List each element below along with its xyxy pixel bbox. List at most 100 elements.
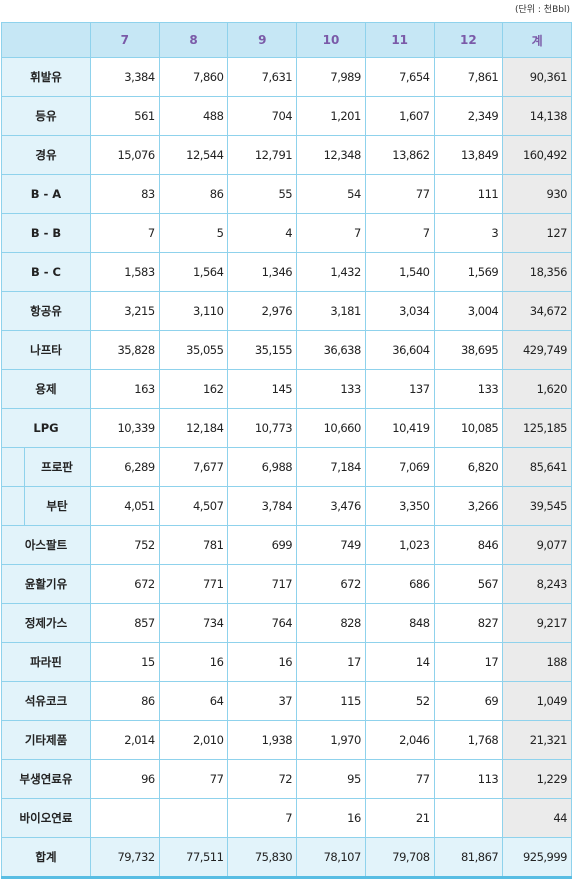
value-cell: 15,076 bbox=[90, 135, 160, 175]
row-label: 합계 bbox=[1, 837, 91, 879]
row-label: 기타제품 bbox=[1, 720, 91, 760]
value-cell: 64 bbox=[158, 681, 229, 721]
value-cell bbox=[158, 798, 229, 838]
row-label: 휘발유 bbox=[1, 57, 91, 97]
table-row: 부생연료유 96 77 72 95 77 113 1,229 bbox=[1, 759, 572, 799]
value-cell: 72 bbox=[227, 759, 298, 799]
value-cell: 7,989 bbox=[296, 57, 366, 97]
value-cell: 79,732 bbox=[90, 837, 160, 879]
value-cell: 704 bbox=[227, 96, 298, 136]
value-cell: 7,184 bbox=[296, 447, 366, 487]
value-cell: 10,773 bbox=[227, 408, 298, 448]
value-cell: 77,511 bbox=[158, 837, 229, 879]
data-table: 7 8 9 10 11 12 계 휘발유 3,384 7,860 7,631 7,989 7,654 7… bbox=[1, 22, 572, 879]
table-row: B - C 1,583 1,564 1,346 1,432 1,540 1,569 18,35… bbox=[1, 252, 572, 292]
value-cell: 1,768 bbox=[433, 720, 504, 760]
value-cell: 1,432 bbox=[296, 252, 366, 292]
total-cell: 127 bbox=[502, 213, 572, 253]
value-cell: 1,564 bbox=[158, 252, 229, 292]
table-row: 경유 15,076 12,544 12,791 12,348 13,862 13,849 16… bbox=[1, 135, 572, 175]
corner-cell bbox=[1, 22, 91, 58]
row-label: 아스팔트 bbox=[1, 525, 91, 565]
value-cell: 828 bbox=[296, 603, 366, 643]
table-row: 정제가스 857 734 764 828 848 827 9,217 bbox=[1, 603, 572, 643]
total-cell: 1,229 bbox=[502, 759, 572, 799]
value-cell: 17 bbox=[296, 642, 366, 682]
table-row: 파라핀 15 16 16 17 14 17 188 bbox=[1, 642, 572, 682]
value-cell: 55 bbox=[227, 174, 298, 214]
value-cell: 1,569 bbox=[433, 252, 504, 292]
value-cell: 3,384 bbox=[90, 57, 160, 97]
table-row: B - A 83 86 55 54 77 111 930 bbox=[1, 174, 572, 214]
value-cell: 3,784 bbox=[227, 486, 298, 526]
table-row: 기타제품 2,014 2,010 1,938 1,970 2,046 1,768 21,321 bbox=[1, 720, 572, 760]
column-header: 10 bbox=[296, 22, 366, 58]
value-cell: 2,014 bbox=[90, 720, 160, 760]
total-cell: 39,545 bbox=[502, 486, 572, 526]
value-cell: 7 bbox=[227, 798, 298, 838]
value-cell: 96 bbox=[90, 759, 160, 799]
value-cell: 133 bbox=[296, 369, 366, 409]
value-cell: 145 bbox=[227, 369, 298, 409]
value-cell: 69 bbox=[433, 681, 504, 721]
value-cell: 12,544 bbox=[158, 135, 229, 175]
value-cell: 4,507 bbox=[158, 486, 229, 526]
value-cell: 734 bbox=[158, 603, 229, 643]
table-row: 항공유 3,215 3,110 2,976 3,181 3,034 3,004 34,672 bbox=[1, 291, 572, 331]
table-row: 프로판 6,289 7,677 6,988 7,184 7,069 6,820 85,641 bbox=[1, 447, 572, 487]
value-cell: 752 bbox=[90, 525, 160, 565]
row-label: 등유 bbox=[1, 96, 91, 136]
value-cell: 16 bbox=[296, 798, 366, 838]
row-label: 프로판 bbox=[1, 447, 91, 487]
value-cell: 111 bbox=[433, 174, 504, 214]
column-header: 7 bbox=[90, 22, 160, 58]
table-row: 바이오연료 7 16 21 44 bbox=[1, 798, 572, 838]
value-cell: 14 bbox=[364, 642, 435, 682]
value-cell: 1,346 bbox=[227, 252, 298, 292]
table-row: 부탄 4,051 4,507 3,784 3,476 3,350 3,266 39,545 bbox=[1, 486, 572, 526]
value-cell: 83 bbox=[90, 174, 160, 214]
value-cell: 12,184 bbox=[158, 408, 229, 448]
value-cell: 1,201 bbox=[296, 96, 366, 136]
table-row: 등유 561 488 704 1,201 1,607 2,349 14,138 bbox=[1, 96, 572, 136]
value-cell: 10,419 bbox=[364, 408, 435, 448]
value-cell: 10,085 bbox=[433, 408, 504, 448]
total-cell: 1,049 bbox=[502, 681, 572, 721]
value-cell: 86 bbox=[158, 174, 229, 214]
value-cell: 78,107 bbox=[296, 837, 366, 879]
value-cell: 35,828 bbox=[90, 330, 160, 370]
row-label: B - B bbox=[1, 213, 91, 253]
total-cell: 188 bbox=[502, 642, 572, 682]
value-cell: 3,476 bbox=[296, 486, 366, 526]
total-cell: 90,361 bbox=[502, 57, 572, 97]
value-cell: 6,988 bbox=[227, 447, 298, 487]
value-cell: 3,034 bbox=[364, 291, 435, 331]
value-cell: 7 bbox=[90, 213, 160, 253]
value-cell: 12,348 bbox=[296, 135, 366, 175]
value-cell: 567 bbox=[433, 564, 504, 604]
value-cell: 2,010 bbox=[158, 720, 229, 760]
value-cell: 857 bbox=[90, 603, 160, 643]
value-cell: 13,862 bbox=[364, 135, 435, 175]
value-cell: 488 bbox=[158, 96, 229, 136]
table-row: 석유코크 86 64 37 115 52 69 1,049 bbox=[1, 681, 572, 721]
value-cell: 115 bbox=[296, 681, 366, 721]
table-body: 휘발유 3,384 7,860 7,631 7,989 7,654 7,861 90,361 등… bbox=[1, 57, 572, 879]
value-cell: 561 bbox=[90, 96, 160, 136]
row-label: B - A bbox=[1, 174, 91, 214]
value-cell: 1,607 bbox=[364, 96, 435, 136]
value-cell: 37 bbox=[227, 681, 298, 721]
table-row: 합계 79,732 77,511 75,830 78,107 79,708 81,867 92… bbox=[1, 837, 572, 879]
table-row: 휘발유 3,384 7,860 7,631 7,989 7,654 7,861 90,361 bbox=[1, 57, 572, 97]
value-cell: 16 bbox=[227, 642, 298, 682]
value-cell: 162 bbox=[158, 369, 229, 409]
row-label: 정제가스 bbox=[1, 603, 91, 643]
unit-note: (단위 : 천Bbl) bbox=[514, 5, 570, 15]
value-cell bbox=[433, 798, 504, 838]
value-cell: 827 bbox=[433, 603, 504, 643]
value-cell: 1,023 bbox=[364, 525, 435, 565]
total-cell: 21,321 bbox=[502, 720, 572, 760]
value-cell: 764 bbox=[227, 603, 298, 643]
value-cell: 3,181 bbox=[296, 291, 366, 331]
